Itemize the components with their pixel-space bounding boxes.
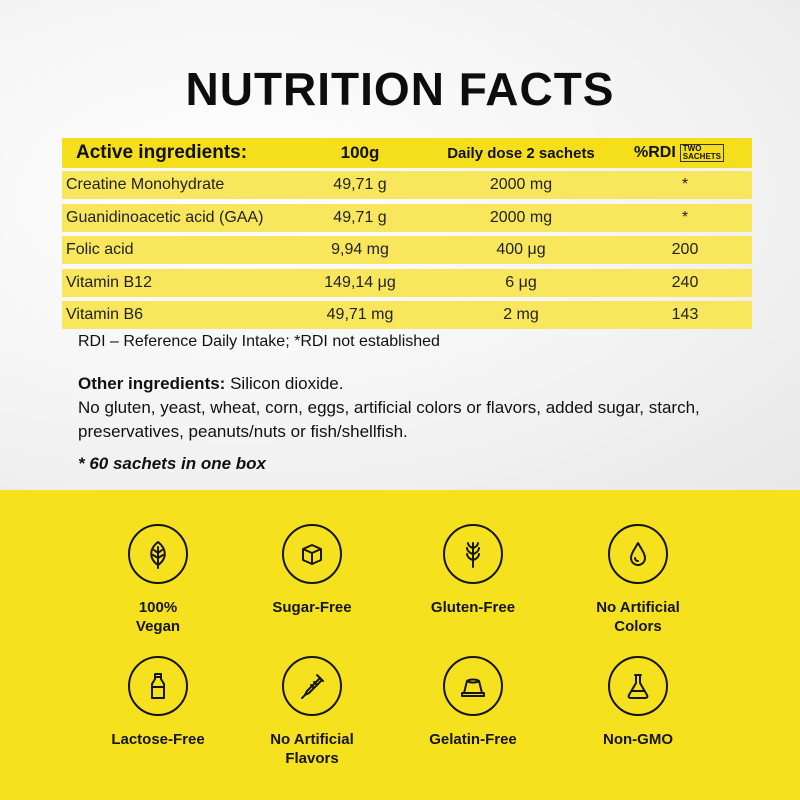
badge-vegan: 100% Vegan: [78, 524, 238, 636]
rdi-note: RDI – Reference Daily Intake; *RDI not e…: [78, 333, 440, 350]
table-header: Active ingredients: 100g Daily dose 2 sa…: [62, 138, 752, 168]
badge-no-artificial-flavors: No Artificial Flavors: [232, 656, 392, 768]
ingredient-name: Vitamin B6: [66, 306, 144, 323]
table-row: Guanidinoacetic acid (GAA) 49,71 g 2000 …: [62, 203, 752, 232]
other-ingredients-value: Silicon dioxide.: [225, 374, 344, 393]
other-ingredients-label: Other ingredients:: [78, 374, 226, 393]
ingredient-name: Folic acid: [66, 241, 134, 258]
badge-label: Lactose-Free: [111, 731, 205, 748]
ingredient-name: Vitamin B12: [66, 273, 152, 291]
badge-label: Gelatin-Free: [429, 731, 517, 748]
daily-dose: 2000 mg: [489, 176, 553, 193]
badge-label: Gluten-Free: [430, 599, 516, 616]
table-row: Creatine Monohydrate 49,71 g 2000 mg *: [62, 171, 752, 199]
badge-label: No Artificial Colors: [596, 599, 680, 635]
amount-100g: 49,71 g: [333, 176, 387, 193]
two-sachets-line1: TWO: [682, 144, 702, 153]
rdi-value: 240: [671, 273, 699, 291]
nutrition-table: Active ingredients: 100g Daily dose 2 sa…: [62, 138, 752, 334]
flask-icon: [608, 656, 668, 716]
milk-bottle-icon: [128, 656, 188, 716]
syringe-icon: [282, 656, 342, 716]
amount-100g: 9,94 mg: [331, 241, 389, 258]
badge-label: Sugar-Free: [272, 599, 352, 616]
table-row: Vitamin B12 149,14 μg 6 μg 240: [62, 268, 752, 297]
rdi-value: 200: [671, 241, 699, 258]
badge-label: 100% Vegan: [135, 599, 181, 635]
header-100g: 100g: [340, 143, 380, 162]
table-row: Vitamin B6 49,71 mg 2 mg 143: [62, 301, 752, 329]
leaf-icon: [128, 524, 188, 584]
badge-gluten-free: Gluten-Free: [393, 524, 553, 617]
rdi-value: 143: [671, 306, 699, 323]
header-active-ingredients: Active ingredients:: [76, 142, 248, 163]
other-ingredients: Other ingredients: Silicon dioxide. No g…: [78, 372, 778, 444]
page-title: NUTRITION FACTS: [185, 63, 615, 115]
amount-100g: 49,71 g: [333, 208, 387, 226]
badge-lactose-free: Lactose-Free: [78, 656, 238, 749]
header-daily-dose: Daily dose 2 sachets: [447, 144, 595, 162]
table-row: Folic acid 9,94 mg 400 μg 200: [62, 236, 752, 264]
rdi-value: *: [681, 208, 689, 226]
daily-dose: 6 μg: [505, 273, 537, 291]
amount-100g: 149,14 μg: [324, 273, 396, 291]
two-sachets-box: TWO SACHETS: [679, 144, 725, 162]
drop-icon: [608, 524, 668, 584]
wheat-icon: [443, 524, 503, 584]
ingredient-name: Creatine Monohydrate: [66, 176, 225, 193]
header-rdi-label: %RDI: [634, 144, 676, 161]
free-from-text: No gluten, yeast, wheat, corn, eggs, art…: [78, 398, 700, 441]
sugar-cube-icon: [282, 524, 342, 584]
ingredient-name: Guanidinoacetic acid (GAA): [66, 208, 264, 226]
gelatin-icon: [443, 656, 503, 716]
badge-no-artificial-colors: No Artificial Colors: [558, 524, 718, 636]
badge-non-gmo: Non-GMO: [558, 656, 718, 749]
daily-dose: 2000 mg: [489, 208, 553, 226]
daily-dose: 2 mg: [503, 306, 539, 323]
badge-label: Non-GMO: [603, 731, 673, 748]
daily-dose: 400 μg: [496, 241, 546, 258]
badge-gelatin-free: Gelatin-Free: [393, 656, 553, 749]
badge-label: No Artificial Flavors: [270, 731, 354, 767]
badge-sugar-free: Sugar-Free: [232, 524, 392, 617]
header-rdi: %RDI TWO SACHETS: [622, 138, 760, 168]
box-note: * 60 sachets in one box: [78, 454, 267, 473]
amount-100g: 49,71 mg: [326, 306, 394, 323]
two-sachets-line2: SACHETS: [682, 152, 722, 161]
rdi-value: *: [681, 176, 689, 193]
